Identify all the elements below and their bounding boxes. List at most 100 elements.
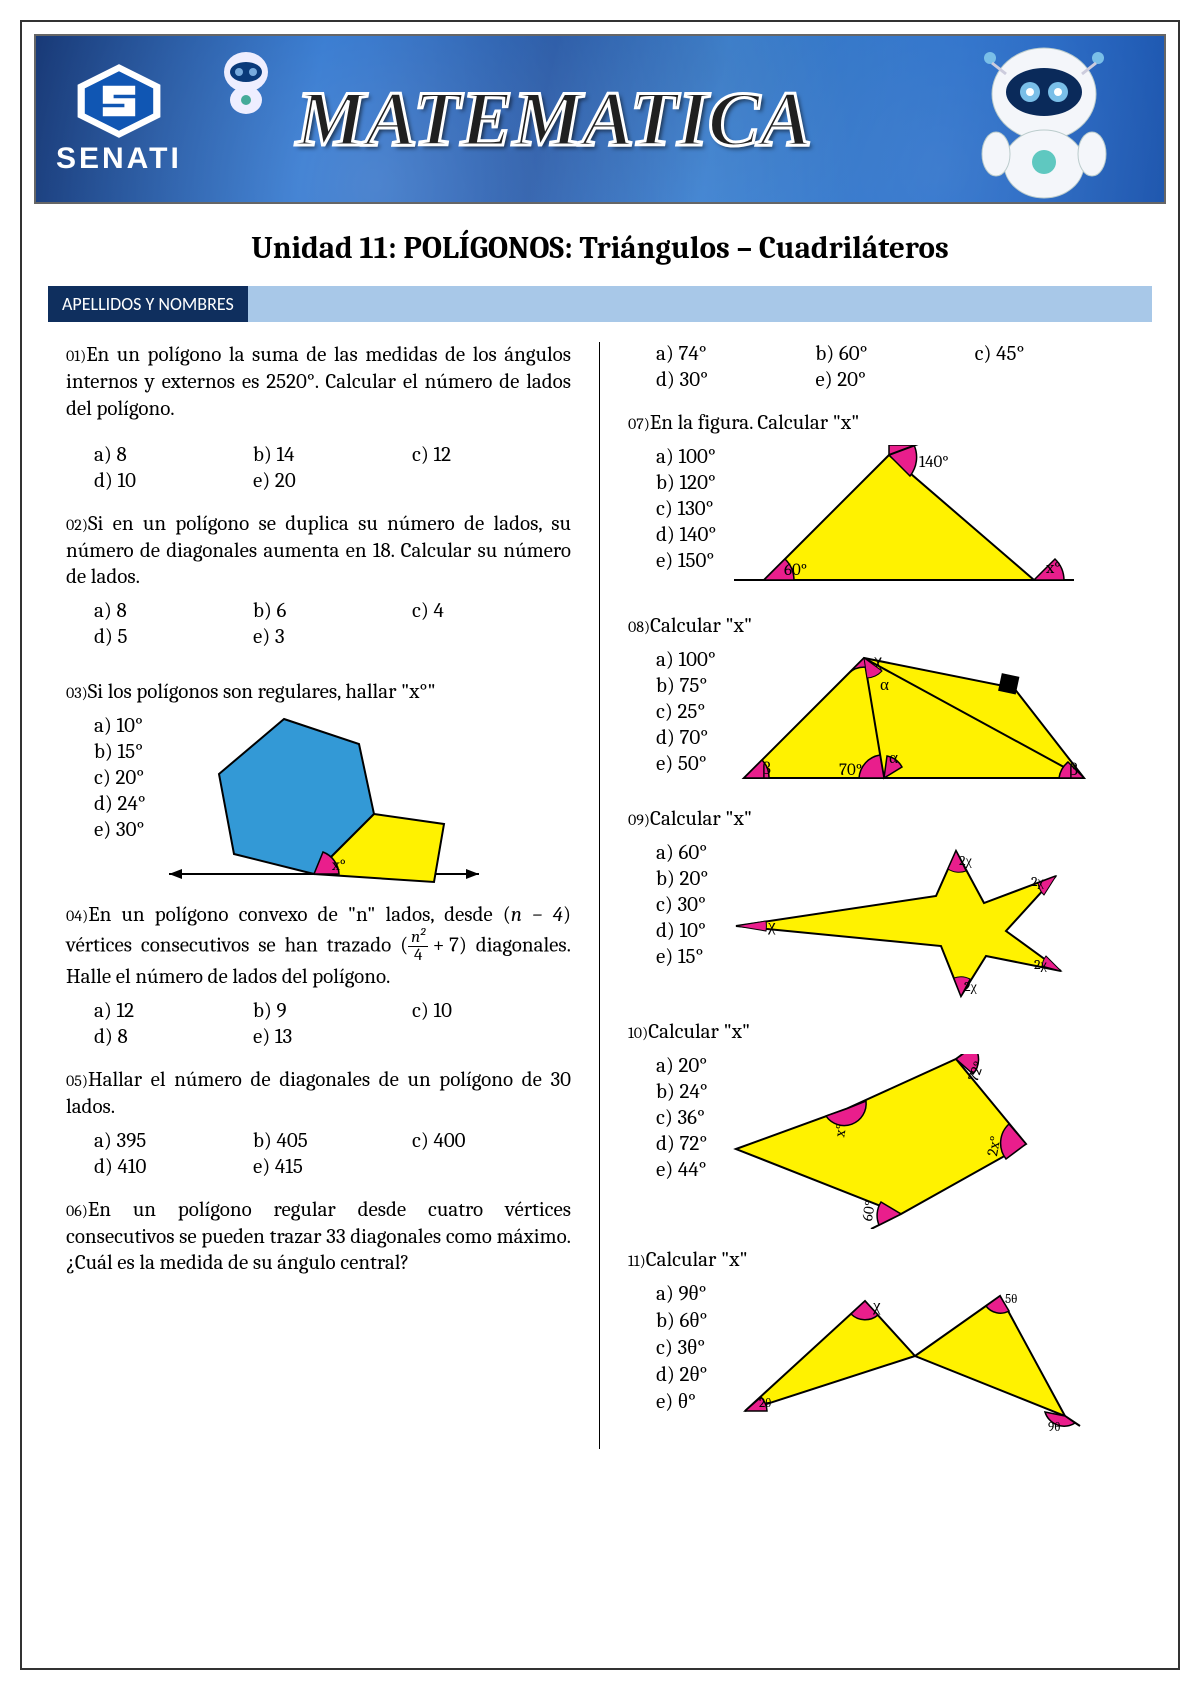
q4-opt-e: e) 13 bbox=[253, 1025, 412, 1049]
q4-opt-a: a) 12 bbox=[94, 999, 253, 1023]
q4-add: + 7 bbox=[433, 933, 459, 957]
q8-opt-d: d) 70° bbox=[656, 726, 716, 750]
q1-opt-b: b) 14 bbox=[253, 443, 412, 467]
q5-text: Hallar el número de diagonales de un pol… bbox=[66, 1068, 571, 1119]
q3-opt-d: d) 24° bbox=[94, 792, 146, 816]
q2-opt-e: e) 3 bbox=[253, 625, 412, 649]
q10-figure: 72° x° 2x° 60° bbox=[726, 1054, 1134, 1229]
q9-lbl-2chi-1: 2χ bbox=[959, 852, 973, 869]
q4-opt-d: d) 8 bbox=[94, 1025, 253, 1049]
q10-text: Calcular "x" bbox=[648, 1020, 750, 1044]
right-column: a) 74° b) 60° c) 45° d) 30° e) 20° 07)En… bbox=[600, 342, 1152, 1449]
q5-num: 05) bbox=[66, 1072, 88, 1090]
q11-lbl-5t: 5θ bbox=[1005, 1292, 1017, 1307]
q11-lbl-2t: 2θ bbox=[759, 1396, 771, 1411]
q8-opt-e: e) 50° bbox=[656, 752, 716, 776]
q3-figure: x° bbox=[164, 714, 571, 884]
q10-opt-e: e) 44° bbox=[656, 1158, 708, 1182]
q7-figure: 60° 140° x° bbox=[734, 445, 1134, 595]
q11-opt-b: b) 6θ° bbox=[656, 1308, 707, 1333]
q8-lbl-beta2: β bbox=[1069, 759, 1078, 780]
q5-opt-d: d) 410 bbox=[94, 1155, 253, 1179]
q11-opt-d: d) 2θ° bbox=[656, 1362, 707, 1387]
question-8: 08)Calcular "x" bbox=[628, 613, 1134, 640]
q3-num: 03) bbox=[66, 684, 88, 702]
q4-opt-c: c) 10 bbox=[412, 999, 571, 1023]
q9-opt-b: b) 20° bbox=[656, 867, 708, 891]
q3-label-x: x° bbox=[331, 856, 346, 874]
q8-opt-b: b) 75° bbox=[656, 674, 716, 698]
senati-logo-icon bbox=[74, 62, 164, 140]
q7-opt-b: b) 120° bbox=[656, 471, 716, 495]
banner: SENATI MATEMATICA bbox=[34, 34, 1166, 204]
q6-opt-d: d) 30° bbox=[656, 368, 815, 392]
q1-num: 01) bbox=[66, 347, 86, 365]
q8-lbl-alpha2: α bbox=[889, 749, 898, 768]
q11-opt-c: c) 3θ° bbox=[656, 1335, 707, 1360]
q10-lbl-2x: 2x° bbox=[983, 1134, 1004, 1157]
q9-lbl-2chi-4: 2χ bbox=[964, 978, 978, 995]
q4-frac-den: 4 bbox=[408, 947, 428, 964]
q5-opt-e: e) 415 bbox=[253, 1155, 412, 1179]
q9-lbl-2chi-2: 2χ bbox=[1031, 873, 1045, 890]
q3-opt-b: b) 15° bbox=[94, 740, 146, 764]
robot-icon bbox=[934, 44, 1134, 204]
q5-opt-c: c) 400 bbox=[412, 1129, 571, 1153]
q6-opt-b: b) 60° bbox=[815, 342, 974, 366]
left-column: 01)En un polígono la suma de las medidas… bbox=[48, 342, 600, 1449]
q7-opt-a: a) 100° bbox=[656, 445, 716, 469]
q8-figure: χ α β 70° α bbox=[734, 648, 1134, 788]
q9-opt-d: d) 10° bbox=[656, 919, 708, 943]
q4-opt-b: b) 9 bbox=[253, 999, 412, 1023]
q11-lbl-9t: 9θ bbox=[1048, 1420, 1060, 1431]
q2-opt-a: a) 8 bbox=[94, 599, 253, 623]
q6-opt-a: a) 74° bbox=[656, 342, 815, 366]
question-6: 06)En un polígono regular desde cuatro v… bbox=[66, 1197, 571, 1278]
q9-num: 09) bbox=[628, 811, 650, 829]
q4-num: 04) bbox=[66, 907, 88, 925]
question-4: 04)En un polígono convexo de "n" lados, … bbox=[66, 902, 571, 991]
q8-opt-a: a) 100° bbox=[656, 648, 716, 672]
q4-frac-num: n² bbox=[408, 929, 428, 947]
q10-opt-c: c) 36° bbox=[656, 1106, 708, 1130]
q8-lbl-beta1: β bbox=[762, 758, 771, 779]
q2-options: a) 8 b) 6 c) 4 d) 5 e) 3 bbox=[66, 599, 571, 649]
q1-opt-a: a) 8 bbox=[94, 443, 253, 467]
q5-opt-b: b) 405 bbox=[253, 1129, 412, 1153]
q10-options: a) 20° b) 24° c) 36° d) 72° e) 44° bbox=[628, 1054, 708, 1182]
q7-lbl-60: 60° bbox=[784, 561, 807, 580]
q7-lbl-x: x° bbox=[1045, 559, 1061, 578]
q1-text: En un polígono la suma de las medidas de… bbox=[66, 343, 571, 421]
worksheet-page: SENATI MATEMATICA bbox=[20, 20, 1180, 1670]
question-7: 07)En la figura. Calcular "x" bbox=[628, 410, 1134, 437]
name-bar-field[interactable] bbox=[248, 286, 1152, 322]
q7-options: a) 100° b) 120° c) 130° d) 140° e) 150° bbox=[628, 445, 716, 573]
q3-opt-c: c) 20° bbox=[94, 766, 146, 790]
q7-opt-c: c) 130° bbox=[656, 497, 716, 521]
q11-lbl-chi: χ bbox=[872, 1297, 881, 1316]
q4-expr1: n − 4 bbox=[511, 903, 563, 927]
q3-opt-e: e) 30° bbox=[94, 818, 146, 842]
q10-num: 10) bbox=[628, 1024, 648, 1042]
banner-title: MATEMATICA bbox=[296, 74, 812, 164]
q10-lbl-60: 60° bbox=[858, 1199, 879, 1222]
q9-lbl-2chi-3: 2χ bbox=[1034, 956, 1048, 973]
q8-lbl-70: 70° bbox=[839, 761, 862, 780]
q7-num: 07) bbox=[628, 415, 650, 433]
q7-lbl-140: 140° bbox=[919, 453, 949, 472]
q2-text: Si en un polígono se duplica su número d… bbox=[66, 512, 571, 590]
q6-opt-e: e) 20° bbox=[815, 368, 974, 392]
q6-num: 06) bbox=[66, 1202, 88, 1220]
question-10: 10)Calcular "x" bbox=[628, 1019, 1134, 1046]
name-bar-label: APELLIDOS Y NOMBRES bbox=[48, 286, 248, 322]
q11-opt-a: a) 9θ° bbox=[656, 1281, 707, 1306]
q2-opt-d: d) 5 bbox=[94, 625, 253, 649]
q5-opt-a: a) 395 bbox=[94, 1129, 253, 1153]
senati-brand-text: SENATI bbox=[56, 142, 182, 176]
q1-opt-d: d) 10 bbox=[94, 469, 253, 493]
q11-opt-e: e) θ° bbox=[656, 1389, 707, 1414]
question-2: 02)Si en un polígono se duplica su númer… bbox=[66, 511, 571, 592]
q8-num: 08) bbox=[628, 618, 650, 636]
q8-text: Calcular "x" bbox=[650, 614, 752, 638]
question-5: 05)Hallar el número de diagonales de un … bbox=[66, 1067, 571, 1121]
